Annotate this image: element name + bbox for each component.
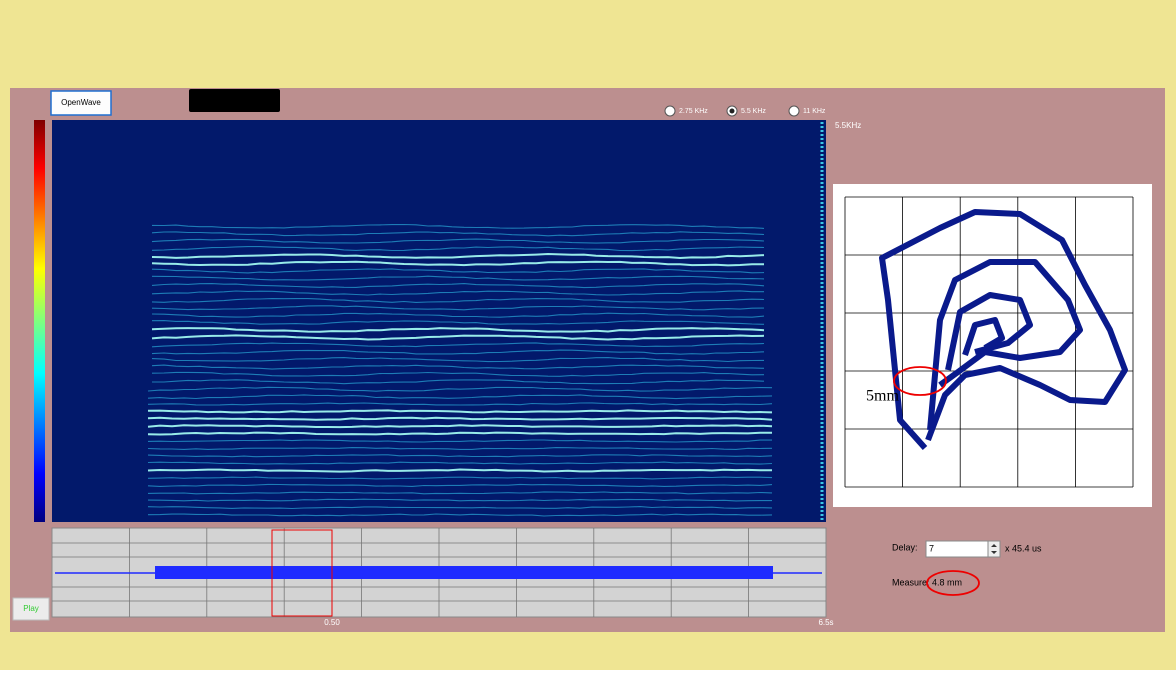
radio-label[interactable]: 2.75 KHz — [679, 108, 708, 115]
delay-label: Delay: — [892, 542, 918, 552]
radio-button[interactable] — [789, 106, 799, 116]
delay-spinner[interactable] — [988, 541, 1000, 557]
marker-label: 0.50 — [324, 618, 340, 627]
max-frequency-label: 5.5KHz — [835, 121, 861, 130]
phase-annotation: 5mm — [866, 388, 899, 405]
radio-label[interactable]: 5.5 KHz — [741, 108, 766, 115]
measure-value: 4.8 mm — [932, 577, 962, 587]
delay-input[interactable] — [926, 541, 988, 557]
button-label[interactable]: OpenWave — [61, 98, 101, 107]
radio-button[interactable] — [665, 106, 675, 116]
waveform-signal — [155, 566, 773, 579]
play-button[interactable]: Play — [13, 598, 49, 620]
open-wave-button[interactable]: OpenWave — [51, 91, 111, 115]
app-window: OpenWave 2.75 KHz 5.5 KHz 11 KHz 5.5KHz 5m… — [0, 0, 1176, 670]
end-time-label: 6.5s — [818, 618, 833, 627]
delay-value[interactable]: 7 — [929, 543, 934, 553]
color-bar — [34, 120, 45, 522]
redacted-field — [189, 89, 280, 112]
button-label[interactable]: Play — [23, 604, 39, 613]
radio-dot[interactable] — [730, 109, 735, 114]
radio-label[interactable]: 11 KHz — [803, 108, 826, 115]
measure-label: Measure: — [892, 577, 930, 587]
page: OpenWave 2.75 KHz 5.5 KHz 11 KHz 5.5KHz 5m… — [0, 0, 1176, 670]
delay-unit: x 45.4 us — [1005, 543, 1042, 553]
